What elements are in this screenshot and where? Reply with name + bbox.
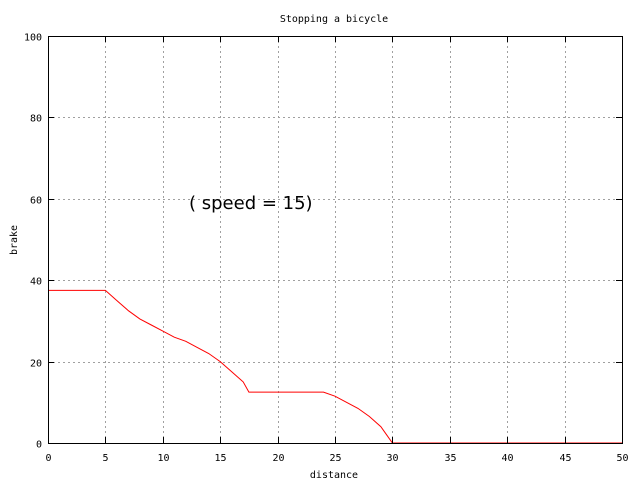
x-tick-labels: 0 5 10 15 20 25 30 35 40 45 50 <box>45 453 628 464</box>
x-tick-label: 15 <box>214 453 226 464</box>
y-tick-label: 80 <box>30 114 42 125</box>
chart-title: Stopping a bicycle <box>280 14 388 25</box>
x-tick-label: 40 <box>501 453 513 464</box>
x-tick-label: 10 <box>157 453 169 464</box>
series-layer <box>48 289 622 444</box>
x-tick-label: 25 <box>329 453 341 464</box>
x-tick-label: 45 <box>559 453 571 464</box>
x-tick-label: 20 <box>272 453 284 464</box>
x-tick-label: 30 <box>386 453 398 464</box>
x-tick-label: 35 <box>444 453 456 464</box>
y-tick-label: 60 <box>30 196 42 207</box>
series-line-brake <box>48 289 622 444</box>
x-axis-label: distance <box>310 470 358 480</box>
y-tick-label: 100 <box>24 33 42 44</box>
y-tick-label: 40 <box>30 277 42 288</box>
speed-annotation: ( speed = 15) <box>189 193 313 214</box>
y-axis-label: brake <box>9 225 20 255</box>
grid-lines <box>48 36 622 443</box>
x-tick-label: 50 <box>616 453 628 464</box>
y-tick-label: 20 <box>30 359 42 370</box>
y-tick-label: 0 <box>36 440 42 451</box>
x-tick-label: 0 <box>45 453 51 464</box>
x-tick-label: 5 <box>102 453 108 464</box>
y-tick-labels: 0 20 40 60 80 100 <box>24 33 42 451</box>
axis-ticks <box>48 36 623 444</box>
